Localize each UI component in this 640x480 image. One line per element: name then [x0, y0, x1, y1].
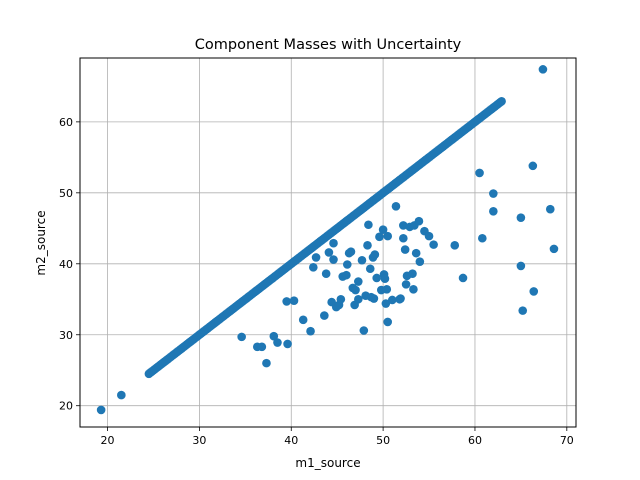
data-point	[450, 241, 460, 250]
data-point	[269, 331, 279, 341]
data-point	[298, 315, 308, 325]
data-point	[359, 326, 369, 335]
data-point	[489, 189, 498, 198]
data-point	[383, 317, 393, 327]
data-points	[96, 65, 559, 415]
data-point	[381, 299, 391, 308]
y-tick-label: 50	[59, 187, 73, 200]
data-point	[549, 244, 559, 254]
data-point	[354, 277, 363, 286]
data-point	[424, 231, 434, 241]
data-point	[336, 294, 346, 304]
data-point	[478, 233, 487, 243]
data-point	[369, 294, 379, 303]
data-point	[408, 269, 417, 279]
data-point	[262, 358, 271, 368]
data-point	[399, 233, 408, 243]
data-point	[396, 294, 405, 303]
data-point	[411, 248, 421, 258]
data-point	[365, 264, 375, 274]
data-point	[415, 257, 425, 266]
plot-frame	[79, 57, 577, 428]
data-point	[342, 270, 351, 280]
data-point	[378, 225, 388, 235]
data-point	[117, 390, 126, 400]
data-point	[516, 213, 526, 222]
data-point	[414, 216, 424, 226]
data-point	[357, 255, 367, 265]
x-tick-label: 70	[560, 434, 574, 447]
data-point	[387, 295, 397, 305]
data-point	[528, 161, 538, 171]
data-point	[346, 247, 356, 257]
y-tick-label: 40	[59, 258, 73, 271]
y-tick-label: 20	[59, 400, 73, 413]
data-point	[545, 204, 555, 214]
data-point	[273, 338, 282, 347]
data-point	[320, 311, 329, 320]
data-point	[518, 306, 528, 315]
y-axis-label: m2_source	[34, 210, 48, 275]
x-tick-label: 30	[192, 434, 206, 447]
data-point	[237, 332, 246, 342]
data-point	[282, 297, 291, 306]
data-point	[529, 287, 539, 296]
data-point	[429, 240, 438, 249]
x-tick-label: 20	[101, 434, 115, 447]
data-point	[342, 260, 352, 269]
data-point	[257, 342, 267, 352]
data-point	[354, 294, 363, 304]
data-point	[351, 285, 360, 295]
data-point	[372, 273, 381, 283]
data-point	[375, 232, 384, 242]
data-point	[96, 405, 106, 415]
data-point	[458, 273, 468, 283]
data-point	[321, 269, 331, 279]
x-tick-label: 60	[468, 434, 482, 447]
data-point	[391, 202, 401, 211]
data-point	[380, 274, 390, 283]
data-point	[538, 65, 548, 74]
data-point	[516, 261, 526, 271]
data-point	[363, 241, 372, 250]
x-tick-label: 50	[376, 434, 390, 447]
x-axis-label: m1_source	[295, 456, 360, 470]
data-point	[306, 326, 315, 336]
data-point	[382, 285, 392, 294]
data-point	[329, 238, 338, 248]
x-tick-label: 40	[284, 434, 298, 447]
data-point	[309, 263, 318, 272]
data-point	[475, 168, 484, 178]
data-point	[289, 296, 299, 305]
data-point	[489, 206, 498, 216]
data-point	[324, 248, 334, 257]
data-point	[364, 220, 373, 230]
data-point	[311, 253, 321, 262]
axis-ticks: 20 30 40 50 60 70 20 30 40 50 60	[59, 116, 574, 447]
data-point	[283, 339, 292, 349]
data-point	[370, 250, 380, 259]
data-point	[401, 280, 411, 289]
data-point	[497, 96, 506, 106]
data-point	[383, 231, 393, 241]
data-point	[399, 221, 408, 230]
chart-title: Component Masses with Uncertainty	[195, 37, 462, 53]
y-tick-label: 30	[59, 329, 73, 342]
data-point	[409, 285, 418, 294]
y-tick-label: 60	[59, 116, 73, 129]
data-point	[329, 255, 338, 264]
data-point	[400, 245, 410, 254]
